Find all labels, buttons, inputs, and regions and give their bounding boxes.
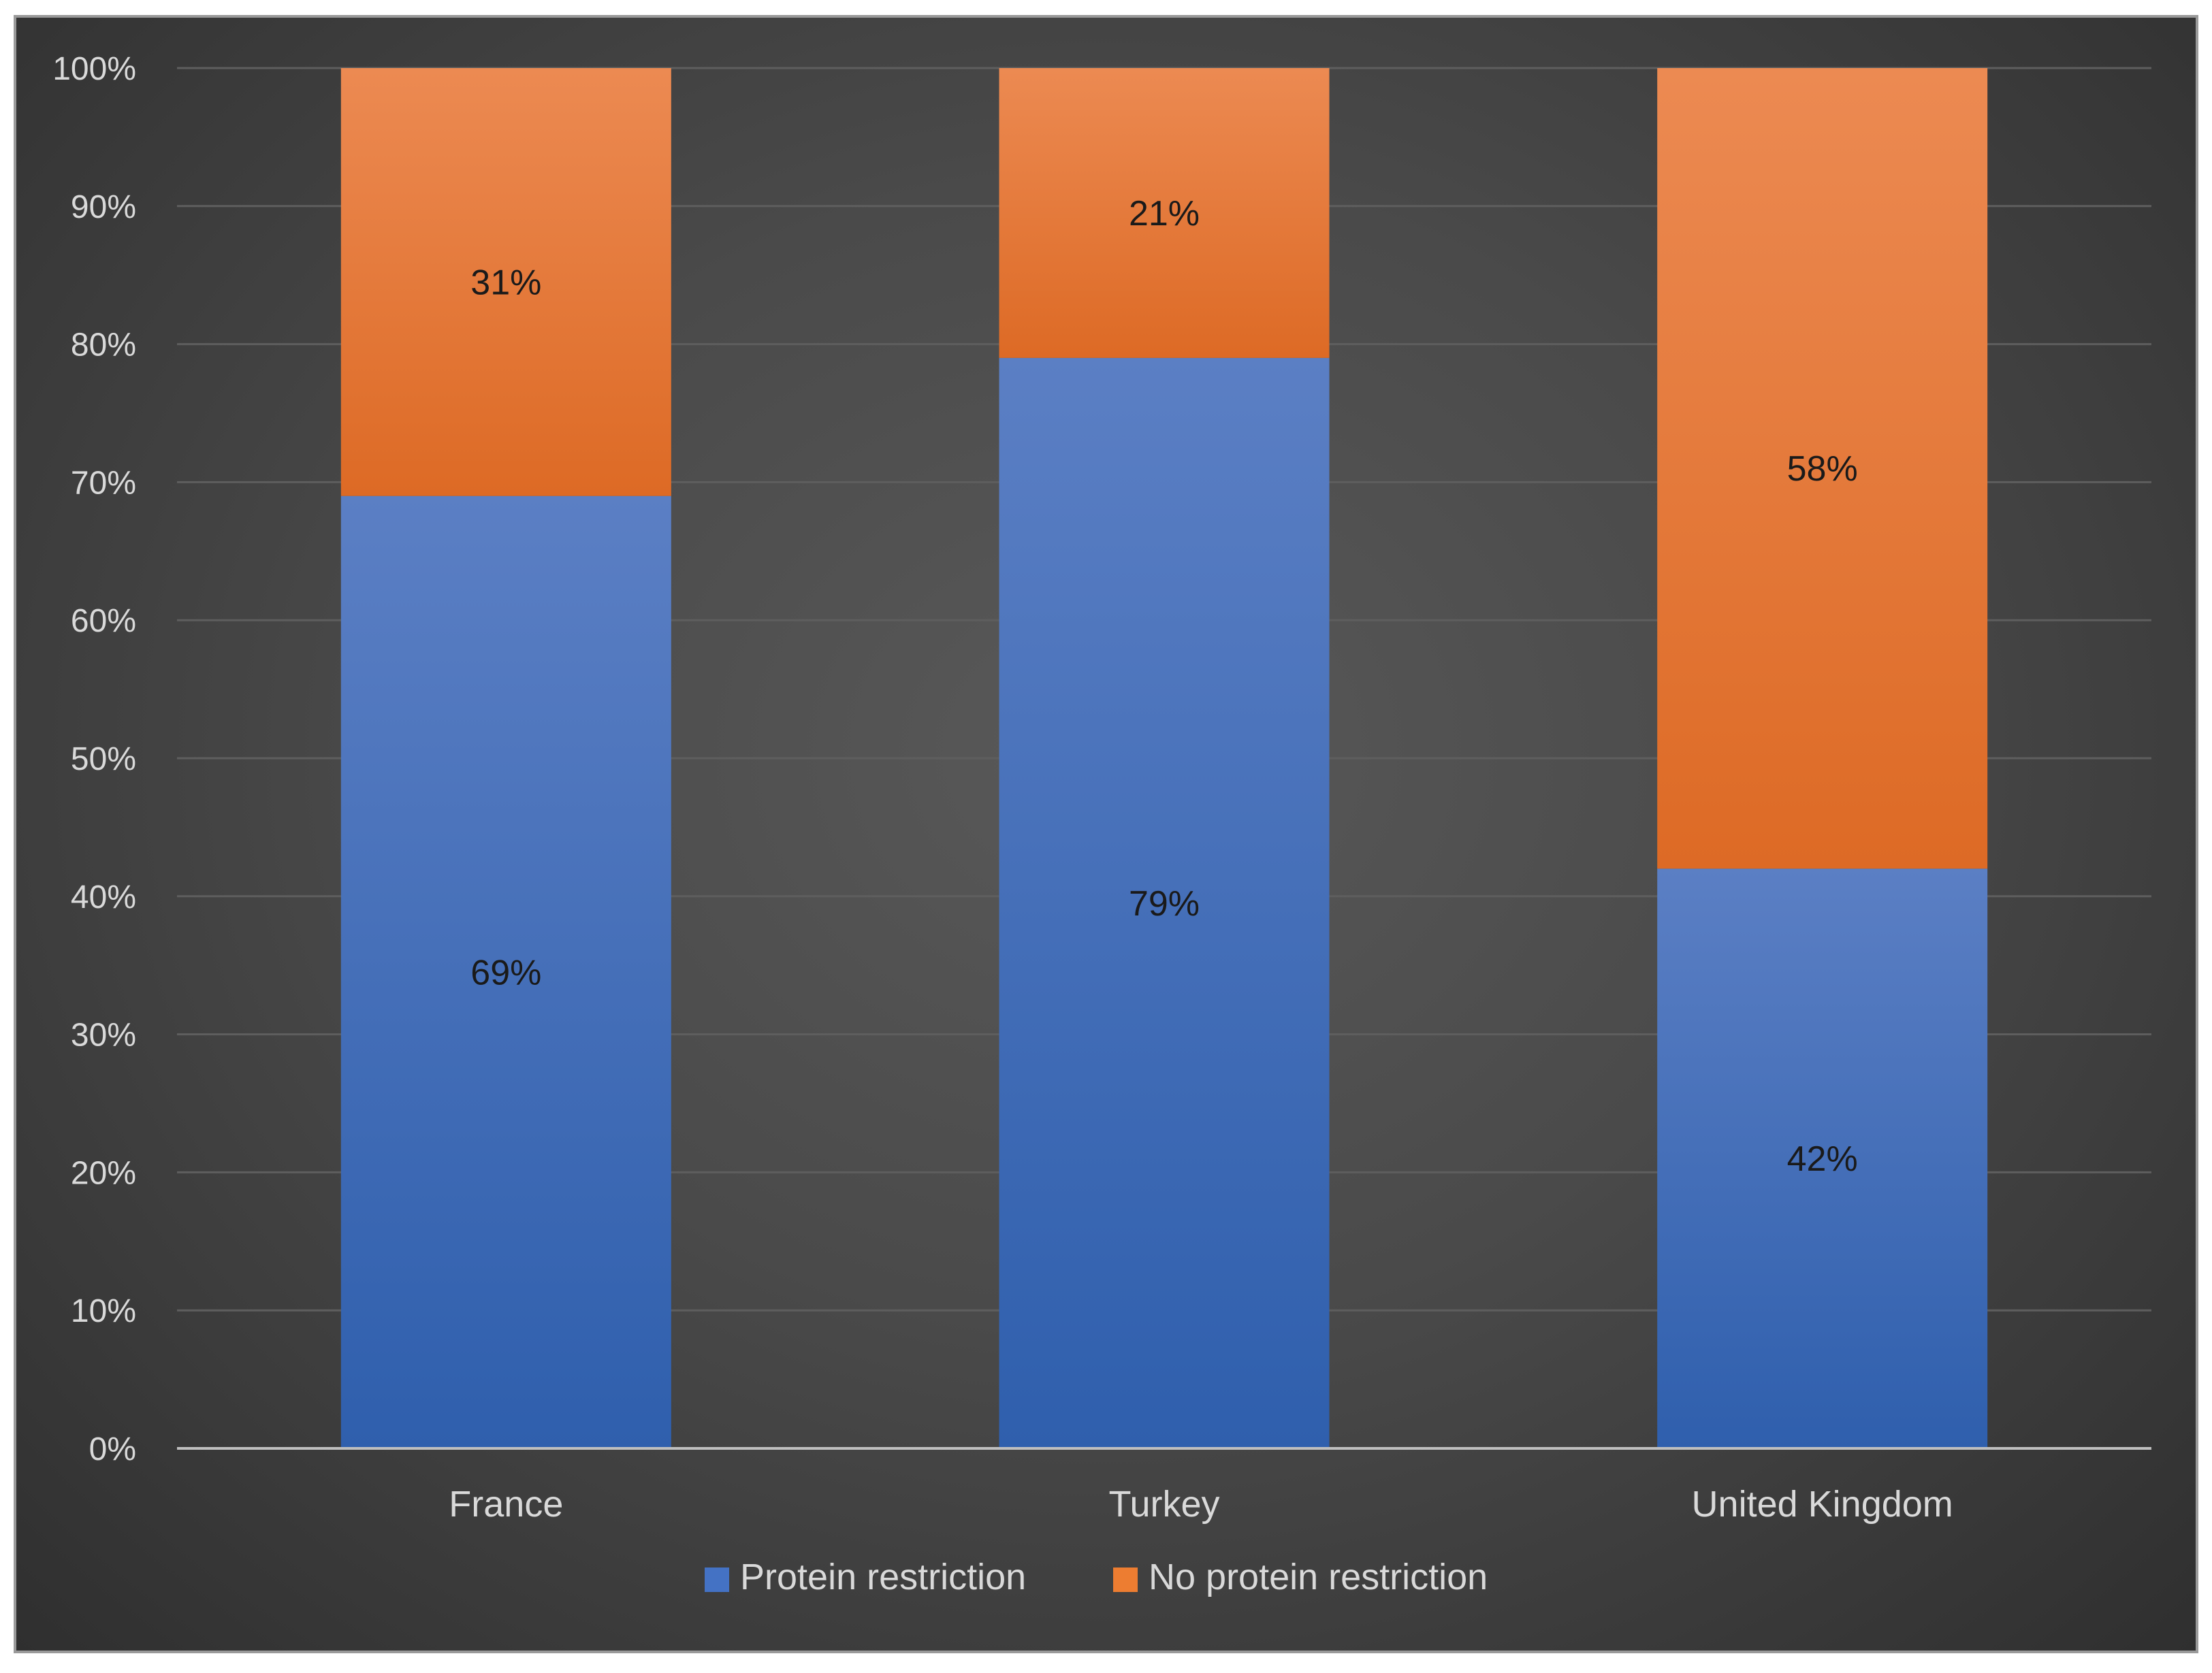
data-label: 58% [1787,449,1858,489]
y-tick-label: 80% [71,327,136,363]
x-category-label: United Kingdom [1692,1484,1953,1525]
y-tick-label: 50% [71,741,136,777]
data-label: 31% [470,263,541,302]
y-tick-label: 100% [52,51,136,87]
bar-segment-france-no-protein-restriction [340,68,671,496]
legend: Protein restriction No protein restrictio… [705,1557,1488,1597]
legend-label: Protein restriction [740,1557,1026,1597]
legend-label: No protein restriction [1149,1557,1488,1597]
data-labels: 69% 31% 79% 21% 42% 58% [470,194,1857,1179]
data-label: 69% [470,953,541,992]
y-tick-label: 90% [71,189,136,225]
data-label: 21% [1129,194,1200,233]
x-category-label: France [449,1484,563,1525]
bar-segment-turkey-no-protein-restriction [999,68,1330,358]
y-tick-label: 10% [71,1293,136,1329]
y-tick-label: 70% [71,465,136,501]
data-label: 79% [1129,884,1200,924]
x-axis-category-labels: France Turkey United Kingdom [449,1484,1953,1525]
y-axis-tick-labels: 0% 10% 20% 30% 40% 50% 60% 70% 80% 90% 100% [52,51,136,1467]
bar-segment-united-kingdom-protein-restriction [1657,868,1988,1448]
bars [340,68,1988,1449]
y-tick-label: 20% [71,1155,136,1191]
legend-swatch [705,1568,729,1592]
y-tick-label: 60% [71,603,136,639]
bar-segment-united-kingdom-no-protein-restriction [1657,68,1988,869]
legend-swatch [1113,1568,1138,1592]
y-tick-label: 30% [71,1018,136,1054]
bar-segment-turkey-protein-restriction [999,357,1330,1448]
bar-segment-france-protein-restriction [340,496,671,1449]
data-label: 42% [1787,1139,1858,1179]
y-tick-label: 0% [89,1431,136,1467]
x-category-label: Turkey [1108,1484,1219,1525]
y-tick-label: 40% [71,879,136,915]
